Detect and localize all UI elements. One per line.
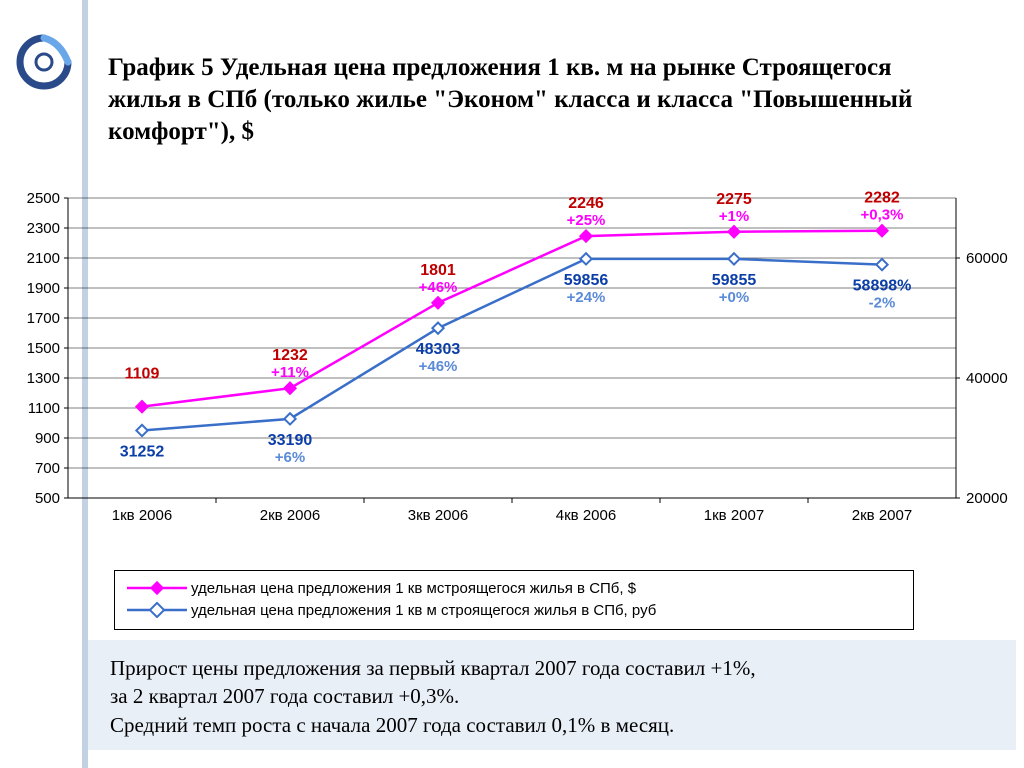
slide-title: График 5 Удельная цена предложения 1 кв.… bbox=[108, 52, 968, 148]
footer-line: Средний темп роста с начала 2007 года со… bbox=[110, 711, 994, 739]
svg-text:+25%: +25% bbox=[567, 212, 606, 229]
svg-text:+0,3%: +0,3% bbox=[861, 207, 904, 224]
svg-text:2300: 2300 bbox=[27, 220, 60, 237]
svg-text:59855: 59855 bbox=[712, 272, 757, 289]
svg-text:1232: 1232 bbox=[272, 347, 308, 364]
svg-text:2282: 2282 bbox=[864, 190, 900, 207]
svg-text:1700: 1700 bbox=[27, 310, 60, 327]
svg-text:-2%: -2% bbox=[869, 295, 896, 312]
footer-line: Прирост цены предложения за первый кварт… bbox=[110, 654, 994, 682]
svg-text:2кв 2007: 2кв 2007 bbox=[852, 507, 912, 524]
legend-marker-usd bbox=[127, 580, 187, 596]
svg-text:+0%: +0% bbox=[719, 289, 749, 306]
svg-text:+24%: +24% bbox=[567, 289, 606, 306]
svg-text:1109: 1109 bbox=[125, 366, 160, 383]
svg-text:1801: 1801 bbox=[420, 262, 456, 279]
svg-text:+1%: +1% bbox=[719, 208, 749, 225]
legend-item: удельная цена предложения 1 кв мстроящег… bbox=[127, 577, 901, 599]
svg-text:+46%: +46% bbox=[419, 358, 458, 375]
svg-text:48303: 48303 bbox=[416, 341, 461, 358]
svg-text:4кв 2006: 4кв 2006 bbox=[556, 507, 616, 524]
legend-label: удельная цена предложения 1 кв м строяще… bbox=[191, 602, 656, 619]
svg-text:33190: 33190 bbox=[268, 432, 313, 449]
svg-text:40000: 40000 bbox=[966, 370, 1008, 387]
svg-text:500: 500 bbox=[35, 490, 60, 507]
legend: удельная цена предложения 1 кв мстроящег… bbox=[114, 570, 914, 630]
svg-text:700: 700 bbox=[35, 460, 60, 477]
svg-text:1100: 1100 bbox=[28, 400, 60, 417]
svg-text:3кв 2006: 3кв 2006 bbox=[408, 507, 468, 524]
svg-text:2100: 2100 bbox=[27, 250, 60, 267]
legend-label: удельная цена предложения 1 кв мстроящег… bbox=[191, 580, 636, 597]
svg-text:1900: 1900 bbox=[27, 280, 60, 297]
footer-note: Прирост цены предложения за первый кварт… bbox=[88, 640, 1016, 750]
svg-text:20000: 20000 bbox=[966, 490, 1008, 507]
svg-text:31252: 31252 bbox=[120, 443, 165, 460]
svg-text:1кв 2007: 1кв 2007 bbox=[704, 507, 764, 524]
svg-text:1300: 1300 bbox=[27, 370, 60, 387]
svg-text:2275: 2275 bbox=[716, 191, 752, 208]
svg-text:900: 900 bbox=[35, 430, 60, 447]
legend-item: удельная цена предложения 1 кв м строяще… bbox=[127, 599, 901, 621]
svg-text:2246: 2246 bbox=[568, 195, 604, 212]
svg-text:+46%: +46% bbox=[419, 279, 458, 296]
svg-text:60000: 60000 bbox=[966, 250, 1008, 267]
svg-text:58898%: 58898% bbox=[853, 278, 912, 295]
svg-text:1500: 1500 bbox=[27, 340, 60, 357]
svg-text:1кв 2006: 1кв 2006 bbox=[112, 507, 172, 524]
logo bbox=[14, 32, 74, 92]
svg-text:2500: 2500 bbox=[27, 190, 60, 207]
footer-line: за 2 квартал 2007 года составил +0,3%. bbox=[110, 682, 994, 710]
svg-text:+11%: +11% bbox=[271, 364, 309, 381]
title-text: График 5 Удельная цена предложения 1 кв.… bbox=[108, 54, 912, 145]
legend-marker-rub bbox=[127, 602, 187, 618]
svg-text:59856: 59856 bbox=[564, 272, 609, 289]
chart: 500 700 900 1100 1300 1500 1700 1900 2100 2300 250… bbox=[8, 188, 1016, 568]
svg-text:+6%: +6% bbox=[275, 449, 305, 466]
svg-text:2кв 2006: 2кв 2006 bbox=[260, 507, 320, 524]
